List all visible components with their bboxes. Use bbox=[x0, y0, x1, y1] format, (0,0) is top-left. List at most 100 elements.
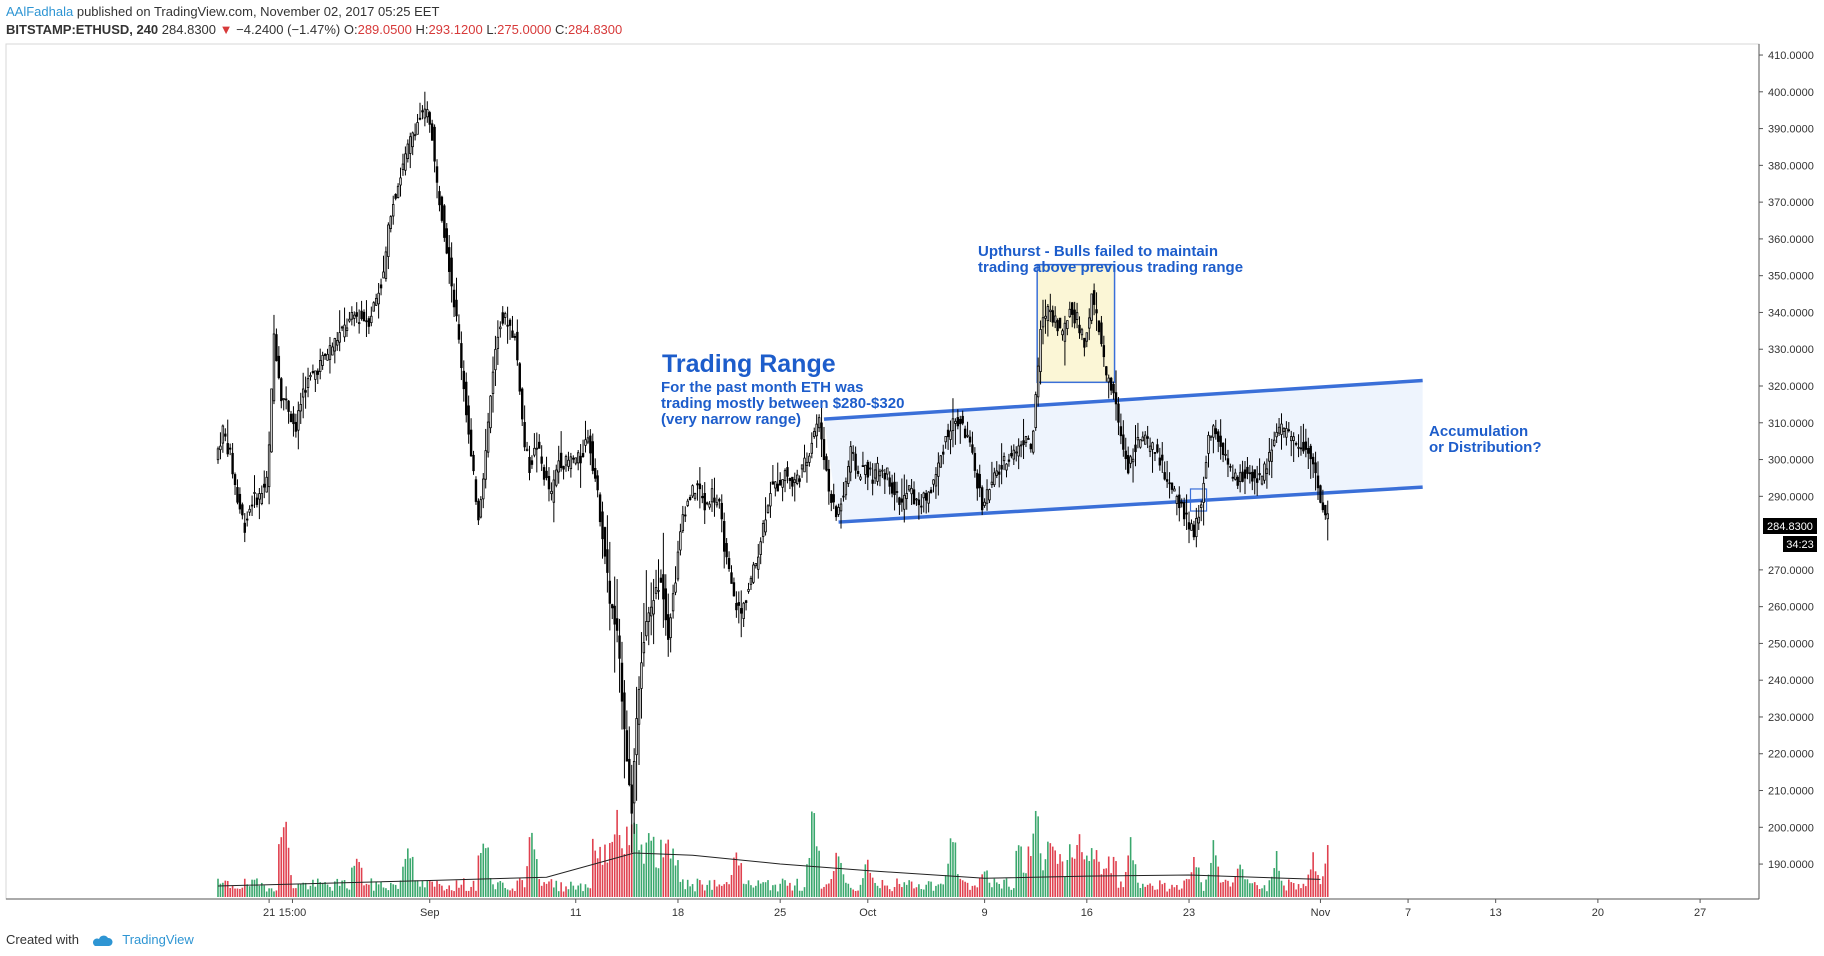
volume-bar bbox=[708, 880, 711, 897]
time-axis[interactable]: 21 15:00 Sep 11 18 25 Oct 9 16 23 Nov 7 13 20 27 bbox=[263, 899, 1706, 919]
candle bbox=[608, 541, 612, 631]
candle-body bbox=[805, 461, 809, 467]
volume-bar bbox=[876, 885, 879, 897]
volume-bar bbox=[226, 880, 229, 897]
volume-bar bbox=[942, 884, 945, 897]
time-tick-label: 16 bbox=[1081, 907, 1093, 919]
author-link[interactable]: AAlFadhala bbox=[6, 4, 74, 19]
candle bbox=[791, 476, 794, 497]
candle-body bbox=[465, 381, 468, 416]
candle-body bbox=[920, 505, 923, 508]
volume-bar bbox=[253, 879, 256, 897]
volume-bar bbox=[309, 885, 312, 897]
price-axis[interactable]: 410.0000 400.0000 390.0000 380.0000 370.0000… bbox=[1759, 50, 1814, 871]
candle-body bbox=[1190, 523, 1193, 531]
candle-body bbox=[959, 418, 962, 425]
trading-range-title[interactable]: Trading Range bbox=[662, 350, 836, 378]
volume-bar bbox=[331, 890, 334, 897]
candle-body bbox=[1209, 435, 1213, 438]
candle-body bbox=[535, 447, 539, 450]
volume-bar bbox=[932, 890, 935, 897]
volume-bar bbox=[1017, 845, 1020, 897]
low-value: 275.0000 bbox=[497, 22, 552, 37]
candle bbox=[1146, 425, 1149, 449]
candle-body bbox=[1124, 450, 1127, 460]
time-tick-label: 7 bbox=[1405, 907, 1411, 919]
volume-bar bbox=[297, 883, 300, 897]
candle bbox=[396, 183, 400, 199]
volume-bar bbox=[713, 879, 716, 897]
candle-body bbox=[491, 371, 495, 394]
candle-body bbox=[1321, 502, 1325, 511]
candle bbox=[1224, 438, 1227, 461]
candle-body bbox=[370, 315, 373, 324]
candle-body bbox=[1241, 471, 1244, 482]
candle bbox=[698, 467, 702, 509]
candle bbox=[1114, 370, 1118, 421]
candle-body bbox=[684, 514, 687, 517]
volume-bar bbox=[828, 883, 830, 897]
candle bbox=[1036, 357, 1040, 407]
volume-bar bbox=[584, 884, 587, 897]
volume-bar bbox=[1105, 868, 1108, 897]
candle bbox=[671, 584, 675, 619]
candle-body bbox=[426, 109, 429, 118]
volume-bar bbox=[560, 882, 562, 897]
candle bbox=[1304, 428, 1308, 458]
volume-bar bbox=[1088, 860, 1091, 897]
volume-bar bbox=[506, 889, 509, 897]
candle bbox=[1217, 429, 1220, 453]
volume-bar bbox=[1132, 860, 1134, 897]
tradingview-brand-link[interactable]: TradingView bbox=[122, 932, 194, 947]
candle bbox=[1299, 425, 1303, 456]
symbol-label[interactable]: BITSTAMP:ETHUSD, 240 bbox=[6, 22, 159, 37]
trading-range-note[interactable]: For the past month ETH was trading mostl… bbox=[661, 380, 904, 428]
candle bbox=[545, 456, 548, 481]
candle-body bbox=[319, 360, 322, 372]
candle bbox=[584, 420, 587, 453]
candle-body bbox=[1102, 345, 1106, 358]
candle-body bbox=[523, 422, 526, 448]
volume-bar bbox=[1073, 858, 1076, 897]
candle bbox=[1226, 449, 1230, 478]
candle-body bbox=[1156, 444, 1159, 453]
volume-bar bbox=[229, 887, 231, 897]
volume-bar bbox=[871, 877, 874, 897]
volume-bar bbox=[908, 880, 910, 897]
candle-body bbox=[528, 456, 531, 473]
candle-body bbox=[275, 334, 278, 362]
candle-body bbox=[735, 603, 738, 611]
candle-body bbox=[1202, 482, 1205, 503]
candle bbox=[569, 452, 573, 478]
candle-body bbox=[241, 504, 244, 516]
volume-bar bbox=[628, 845, 631, 897]
volume-bar bbox=[939, 883, 942, 897]
upthrust-note[interactable]: Upthurst - Bulls failed to maintain trad… bbox=[978, 244, 1243, 276]
candle-body bbox=[866, 461, 869, 478]
candle bbox=[340, 325, 344, 332]
candle-body bbox=[272, 333, 276, 402]
candle-body bbox=[1224, 453, 1227, 456]
candle bbox=[966, 421, 969, 438]
candle-body bbox=[657, 589, 660, 592]
candle bbox=[1002, 452, 1006, 471]
candle bbox=[820, 400, 823, 458]
candle bbox=[679, 523, 682, 556]
candle-body bbox=[545, 470, 548, 479]
volume-bar bbox=[246, 884, 249, 897]
candle bbox=[620, 641, 624, 730]
volume-bar bbox=[404, 858, 407, 897]
candle-body bbox=[730, 572, 733, 584]
volume-bar bbox=[1151, 885, 1154, 897]
candle bbox=[1243, 461, 1247, 495]
candle-body bbox=[1285, 428, 1288, 438]
volume-bar bbox=[1117, 887, 1120, 897]
accumulation-note[interactable]: Accumulation or Distribution? bbox=[1429, 424, 1542, 456]
candle bbox=[744, 599, 748, 611]
candle bbox=[1102, 335, 1106, 367]
candle-body bbox=[963, 428, 967, 438]
volume-bar bbox=[1197, 867, 1200, 897]
volume-bar bbox=[733, 857, 735, 897]
candle bbox=[1270, 438, 1273, 479]
